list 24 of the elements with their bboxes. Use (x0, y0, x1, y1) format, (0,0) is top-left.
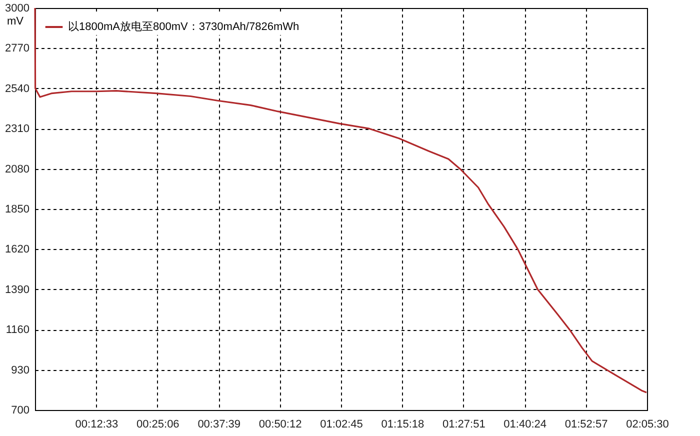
y-tick-label: 2080 (5, 163, 30, 176)
x-tick-label: 01:02:45 (320, 418, 363, 430)
y-tick-label: 2310 (5, 123, 30, 136)
x-tick-label: 00:12:33 (75, 418, 118, 430)
y-tick-label: 1390 (5, 284, 30, 296)
x-tick-label: 00:50:12 (258, 418, 302, 430)
y-tick-label: 2770 (5, 42, 30, 55)
x-tick-label: 00:37:39 (198, 418, 241, 430)
y-tick-label: 1850 (5, 204, 30, 216)
y-tick-label: 700 (11, 404, 30, 416)
x-tick-label: 02:05:30 (626, 418, 669, 430)
y-axis-title: mV (7, 16, 24, 28)
x-tick-label: 01:40:24 (504, 418, 546, 430)
legend-label: 以1800mA放电至800mV：3730mAh/7826mWh (68, 20, 300, 33)
line-series (34, 7, 648, 394)
y-tick-label: 3000 (5, 2, 30, 14)
x-tick-label: 01:15:18 (381, 418, 424, 430)
x-tick-label: 01:52:57 (564, 418, 608, 430)
x-tick-label: 00:25:06 (136, 418, 180, 430)
x-tick-label: 01:27:51 (442, 418, 486, 430)
y-tick-label: 2540 (5, 82, 30, 95)
y-tick-label: 930 (11, 364, 30, 376)
y-tick-label: 1620 (5, 244, 30, 256)
y-tick-label: 1160 (6, 324, 30, 336)
